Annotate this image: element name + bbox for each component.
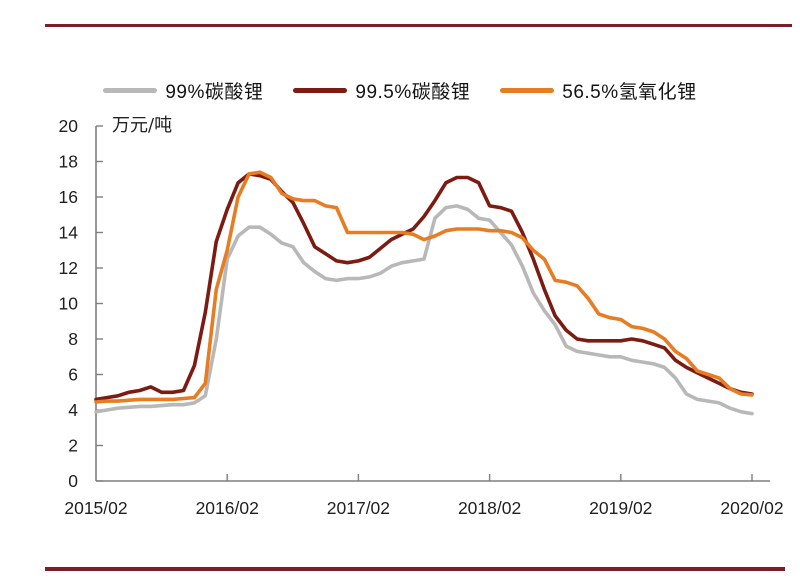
y-tick-label: 20 bbox=[59, 116, 79, 136]
y-tick-label: 16 bbox=[59, 187, 78, 207]
legend-label: 56.5%氢氧化锂 bbox=[562, 81, 697, 103]
y-axis-unit-label: 万元/吨 bbox=[112, 115, 173, 136]
x-tick-label: 2020/02 bbox=[720, 498, 783, 518]
x-tick-label: 2016/02 bbox=[196, 498, 259, 518]
y-tick-label: 6 bbox=[68, 365, 78, 385]
y-tick-label: 10 bbox=[59, 294, 79, 314]
series-line-li2co3-99_5 bbox=[94, 172, 754, 402]
x-tick-label: 2018/02 bbox=[458, 498, 521, 518]
legend-swatch-dark-red bbox=[293, 87, 348, 93]
y-tick-label: 8 bbox=[68, 329, 78, 349]
x-tick-label: 2019/02 bbox=[589, 498, 652, 518]
series-line-lioh-56_5 bbox=[94, 170, 754, 404]
y-tick-label: 4 bbox=[68, 400, 78, 420]
legend-item-99_5-lithium-carbonate: 99.5%碳酸锂 bbox=[293, 77, 470, 104]
y-tick-label: 0 bbox=[68, 471, 78, 491]
series-line-li2co3-99 bbox=[94, 204, 754, 416]
legend-item-99-lithium-carbonate: 99%碳酸锂 bbox=[103, 77, 263, 104]
y-tick-label: 18 bbox=[59, 152, 78, 172]
top-divider-rule bbox=[45, 24, 792, 27]
bottom-divider-rule bbox=[45, 567, 785, 571]
x-tick-label: 2015/02 bbox=[64, 498, 127, 518]
legend-swatch-orange bbox=[500, 87, 555, 93]
x-tick-label: 2017/02 bbox=[327, 498, 390, 518]
legend-label: 99.5%碳酸锂 bbox=[355, 81, 471, 103]
y-tick-label: 2 bbox=[68, 436, 78, 456]
legend-swatch-gray bbox=[103, 87, 158, 93]
y-tick-label: 14 bbox=[59, 223, 79, 243]
chart-legend: 99%碳酸锂 99.5%碳酸锂 56.5%氢氧化锂 bbox=[0, 76, 800, 104]
legend-label: 99%碳酸锂 bbox=[165, 81, 264, 103]
y-tick-label: 12 bbox=[59, 258, 78, 278]
legend-item-56_5-lithium-hydroxide: 56.5%氢氧化锂 bbox=[500, 77, 696, 104]
